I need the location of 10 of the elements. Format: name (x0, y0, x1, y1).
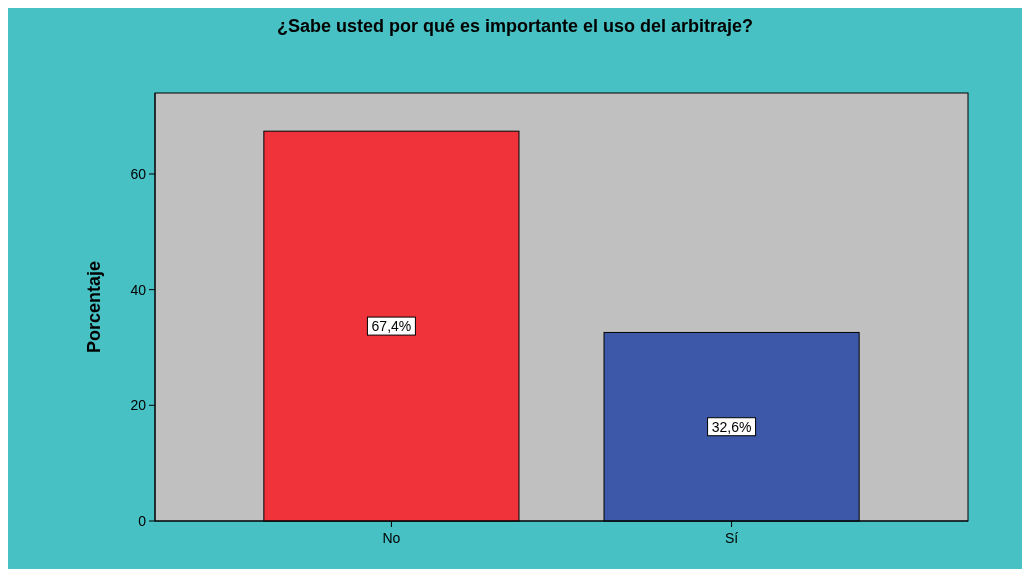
y-axis-title: Porcentaje (84, 260, 104, 354)
x-tick-label: No (382, 530, 401, 546)
y-tick-label: 60 (130, 165, 147, 182)
chart-title: ¿Sabe usted por qué es importante el uso del arbitraje? (276, 16, 754, 36)
y-tick-label: 0 (138, 513, 147, 529)
data-label: 32,6% (711, 418, 752, 435)
data-label: 67,4% (371, 318, 412, 335)
y-tick-label: 20 (130, 397, 147, 414)
y-tick-label: 40 (130, 281, 147, 298)
x-tick-label: Sí (724, 530, 739, 546)
